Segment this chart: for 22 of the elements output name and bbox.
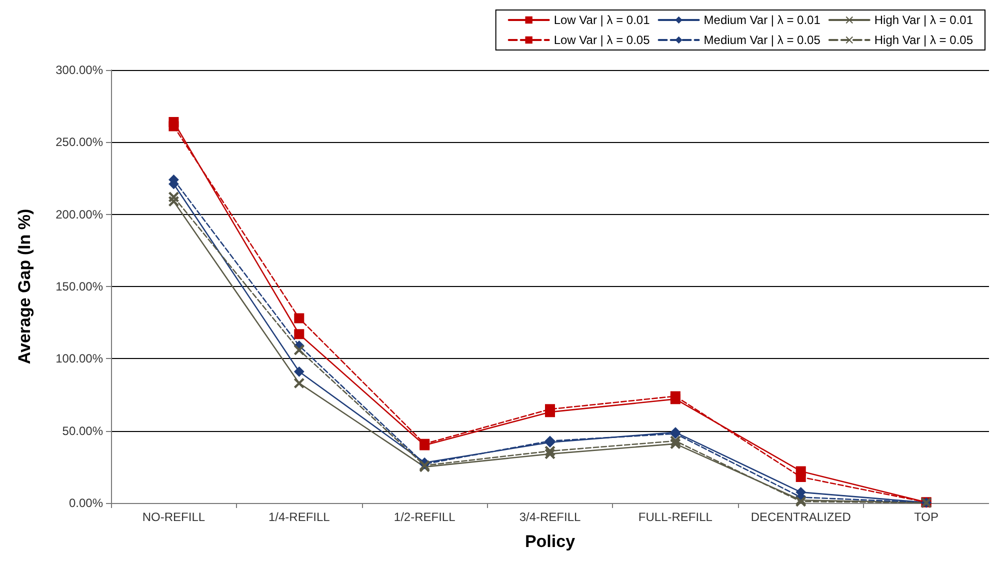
x-tick-label: 1/2-REFILL [394, 510, 456, 524]
y-tick-label: 200.00% [56, 207, 104, 222]
x-tick-label: 1/4-REFILL [268, 510, 330, 524]
x-tick-label: TOP [914, 510, 939, 524]
y-axis-title: Average Gap (In %) [15, 208, 34, 364]
x-axis-title: Policy [524, 532, 576, 551]
legend-label: Low Var | λ = 0.01 [554, 13, 650, 27]
x-tick-label: FULL-REFILL [638, 510, 713, 524]
x-tick-label: NO-REFILL [142, 510, 206, 524]
y-tick-label: 250.00% [56, 135, 104, 150]
y-tick-label: 100.00% [56, 352, 104, 366]
y-tick-label: 0.00% [68, 496, 104, 510]
y-tick-label: 150.00% [56, 280, 104, 294]
y-tick-label: 50.00% [62, 424, 104, 438]
x-tick-label: DECENTRALIZED [750, 510, 852, 524]
y-tick-label: 300.00% [56, 63, 104, 77]
x-tick-label: 3/4-REFILL [519, 510, 582, 524]
legend-label: High Var | λ = 0.05 [874, 33, 974, 47]
legend-label: High Var | λ = 0.01 [874, 13, 974, 27]
legend-label: Medium Var | λ = 0.01 [704, 13, 821, 27]
legend-label: Low Var | λ = 0.05 [554, 33, 650, 47]
legend-label: Medium Var | λ = 0.05 [704, 33, 821, 47]
